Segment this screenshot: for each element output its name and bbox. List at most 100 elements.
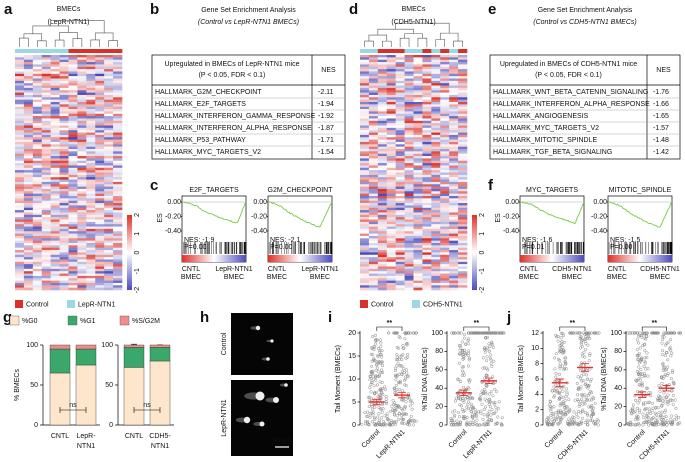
heatmap-cell [104, 207, 114, 211]
point [558, 396, 562, 400]
point [482, 413, 486, 417]
heatmap-cell [458, 224, 468, 227]
heatmap-cell [404, 224, 414, 227]
heatmap-cell [422, 212, 432, 216]
point [378, 418, 382, 422]
heatmap-cell [95, 64, 105, 68]
heatmap-cell [41, 231, 51, 234]
heatmap-cell [440, 250, 450, 253]
heatmap-cell [377, 233, 388, 237]
heatmap-cell [50, 102, 60, 105]
point [461, 385, 465, 389]
dendrogram-branch [377, 28, 414, 36]
scale-tick-label: 2 [479, 213, 486, 217]
point [461, 409, 465, 413]
heatmap-cell [77, 266, 87, 270]
heatmap-cell [422, 214, 432, 218]
image-row-label: LepR-NTN1 [221, 399, 228, 436]
heatmap-cell [377, 245, 388, 248]
heatmap-cell [68, 134, 78, 138]
heatmap-cell [95, 167, 105, 171]
heatmap [15, 55, 123, 291]
heatmap-cell [458, 167, 468, 171]
heatmap-cell [404, 250, 414, 253]
heatmap-cell [422, 250, 432, 253]
heatmap-cell [440, 64, 450, 68]
heatmap-cell [413, 120, 423, 124]
point [494, 409, 498, 413]
heatmap-cell [413, 64, 423, 68]
heatmap-cell [59, 212, 69, 216]
heatmap-cell [86, 71, 96, 75]
heatmap-cell [377, 69, 388, 72]
heatmap-cell [458, 144, 468, 147]
heatmap-cell [15, 268, 25, 272]
point [554, 416, 558, 420]
point [660, 418, 664, 422]
heatmap-cell [50, 132, 60, 136]
point [499, 331, 503, 335]
point [459, 331, 463, 335]
point [495, 331, 499, 335]
point [376, 415, 380, 419]
panel-label: g [3, 309, 12, 326]
panel-label: a [4, 1, 13, 18]
point [471, 396, 475, 401]
heatmap-cell [95, 273, 105, 277]
heatmap-cell [431, 259, 441, 263]
heatmap-cell [104, 238, 114, 241]
heatmap-cell [458, 123, 468, 126]
heatmap-cell [104, 177, 114, 180]
heatmap-cell [368, 254, 379, 258]
heatmap-cell [449, 151, 459, 154]
point [497, 400, 501, 404]
heatmap-cell [15, 275, 25, 279]
heatmap-cell [113, 243, 123, 246]
heatmap-cell [360, 97, 370, 100]
point [556, 391, 560, 395]
heatmap-cell [41, 137, 51, 140]
heatmap-cell [113, 186, 123, 190]
heatmap-cell [368, 181, 379, 185]
point [500, 331, 504, 335]
point [369, 370, 373, 374]
heatmap-cell [15, 224, 25, 227]
point [457, 396, 461, 400]
heatmap-cell [104, 217, 114, 220]
point [461, 348, 465, 353]
heatmap-cell [440, 104, 450, 107]
point [390, 423, 394, 427]
comet-head [284, 383, 288, 387]
heatmap-cell [404, 275, 414, 279]
heatmap-cell [77, 141, 87, 145]
axis-label: ES [157, 213, 164, 223]
heatmap-cell [113, 275, 123, 279]
heatmap-cell [413, 179, 423, 183]
heatmap-cell [41, 146, 51, 150]
point [662, 423, 666, 427]
point [394, 366, 398, 370]
heatmap-cell [368, 104, 379, 107]
point [487, 398, 491, 402]
point [557, 358, 562, 362]
point [398, 357, 402, 361]
heatmap-cell [86, 205, 96, 209]
heatmap-cell [386, 123, 396, 126]
data-points [650, 331, 682, 427]
heatmap-cell [458, 219, 468, 223]
heatmap-cell [422, 151, 432, 154]
group-bar [386, 49, 396, 53]
heatmap-cell [15, 188, 25, 192]
point [469, 402, 473, 406]
heatmap-cell [50, 181, 60, 185]
point [561, 395, 565, 399]
heatmap-cell [32, 198, 43, 201]
point [371, 407, 375, 411]
heatmap-cell [32, 247, 43, 251]
heatmap-cell [86, 245, 96, 248]
heatmap-cell [104, 266, 114, 270]
heatmap-cell [360, 280, 370, 284]
heatmap-cell [377, 271, 388, 274]
point [548, 406, 552, 410]
heatmap-cell [86, 221, 96, 225]
